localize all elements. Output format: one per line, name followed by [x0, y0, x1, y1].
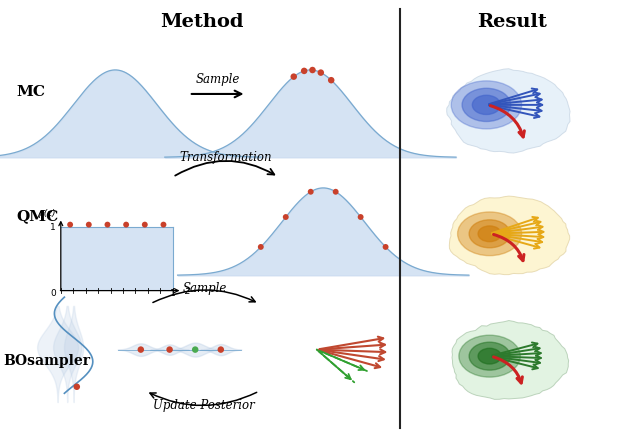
Point	[72, 383, 82, 390]
Point	[190, 346, 200, 353]
Point	[121, 221, 131, 228]
Circle shape	[459, 335, 520, 377]
Text: BOsampler: BOsampler	[3, 354, 90, 368]
Circle shape	[478, 348, 501, 364]
Text: MC: MC	[16, 85, 45, 99]
Text: Method: Method	[160, 13, 243, 31]
Point	[216, 346, 226, 353]
Polygon shape	[452, 320, 569, 399]
Text: Sample: Sample	[195, 73, 240, 86]
Point	[299, 67, 309, 74]
Circle shape	[478, 226, 501, 242]
Point	[356, 214, 366, 221]
Circle shape	[458, 212, 522, 256]
Point	[84, 221, 94, 228]
Text: Update Posterior: Update Posterior	[153, 399, 254, 412]
Circle shape	[469, 342, 510, 370]
Text: 1: 1	[170, 289, 175, 298]
Polygon shape	[447, 69, 570, 153]
Point	[102, 221, 113, 228]
Polygon shape	[449, 196, 570, 274]
Point	[306, 188, 316, 195]
Point	[326, 77, 337, 84]
Text: Sample: Sample	[182, 282, 227, 295]
Point	[65, 221, 76, 228]
Text: 0: 0	[50, 289, 56, 298]
Point	[255, 243, 266, 250]
Point	[158, 221, 168, 228]
Circle shape	[469, 220, 510, 248]
Point	[164, 346, 175, 353]
Text: Result: Result	[477, 13, 547, 31]
Point	[289, 73, 299, 80]
Point	[307, 66, 317, 73]
Point	[140, 221, 150, 228]
Text: z: z	[184, 286, 189, 296]
Point	[280, 214, 291, 221]
Text: QMC: QMC	[16, 209, 58, 223]
Bar	[61, 227, 173, 291]
Text: 1: 1	[50, 223, 56, 232]
Text: p(z): p(z)	[38, 209, 56, 218]
Circle shape	[462, 88, 511, 121]
Point	[380, 243, 390, 250]
Point	[136, 346, 146, 353]
Point	[330, 188, 340, 195]
Text: Transformation: Transformation	[179, 151, 271, 164]
Circle shape	[451, 81, 522, 129]
Circle shape	[472, 95, 500, 114]
Point	[316, 69, 326, 76]
